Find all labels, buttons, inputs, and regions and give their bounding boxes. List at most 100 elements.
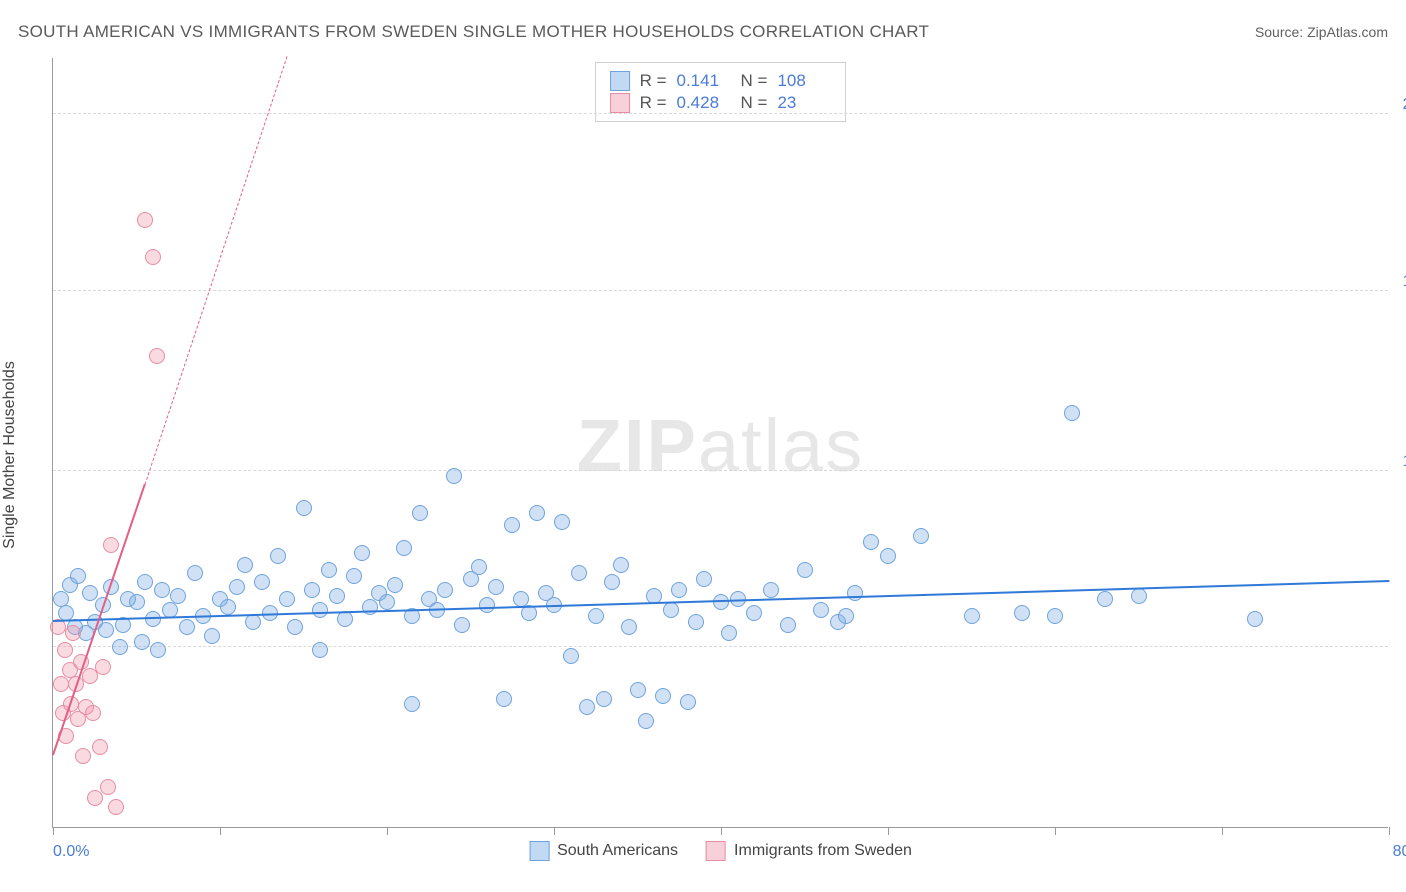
point-south-american [880,548,896,564]
point-south-american [763,582,779,598]
point-south-american [454,617,470,633]
point-south-american [529,505,545,521]
x-tick [554,827,555,835]
legend-stats-row: R = 0.428 N = 23 [610,93,832,113]
y-tick-label: 12.5% [1403,453,1406,471]
point-south-american [913,528,929,544]
point-south-american [688,614,704,630]
n-label: N = [741,93,768,113]
point-south-american [1014,605,1030,621]
legend-stats-row: R = 0.141 N = 108 [610,71,832,91]
source-link[interactable]: ZipAtlas.com [1307,24,1388,40]
point-south-american [82,585,98,601]
point-south-american [98,622,114,638]
point-south-american [663,602,679,618]
point-south-american [229,579,245,595]
point-south-american [396,540,412,556]
gridline [53,470,1388,471]
trendline-south-american [53,580,1389,622]
point-south-american [321,562,337,578]
x-axis-min-label: 0.0% [53,843,89,861]
r-label: R = [640,71,667,91]
point-south-american [446,468,462,484]
point-sweden [87,790,103,806]
point-south-american [671,582,687,598]
x-tick [387,827,388,835]
point-south-american [304,582,320,598]
point-south-american [150,642,166,658]
r-label: R = [640,93,667,113]
x-tick [1055,827,1056,835]
point-south-american [604,574,620,590]
watermark-zip: ZIP [577,404,698,487]
watermark-atlas: atlas [698,404,864,487]
point-south-american [596,691,612,707]
point-south-american [655,688,671,704]
point-south-american [387,577,403,593]
point-south-american [1247,611,1263,627]
point-south-american [588,608,604,624]
y-tick-label: 25.0% [1403,96,1406,114]
x-tick [1389,827,1390,835]
point-sweden [95,659,111,675]
swatch-series-0 [610,71,630,91]
point-sweden [108,799,124,815]
point-south-american [721,625,737,641]
watermark: ZIPatlas [577,403,864,488]
point-sweden [85,705,101,721]
x-tick [721,827,722,835]
point-south-american [70,568,86,584]
r-value-1: 0.428 [677,93,731,113]
point-south-american [204,628,220,644]
point-south-american [680,694,696,710]
n-value-0: 108 [777,71,831,91]
point-south-american [296,500,312,516]
point-south-american [1047,608,1063,624]
point-sweden [100,779,116,795]
point-south-american [404,696,420,712]
point-south-american [187,565,203,581]
point-south-american [287,619,303,635]
legend-label-0: South Americans [557,842,678,860]
point-south-american [696,571,712,587]
point-south-american [504,517,520,533]
gridline [53,290,1388,291]
point-south-american [1131,588,1147,604]
point-south-american [496,691,512,707]
point-sweden [65,625,81,641]
x-tick [220,827,221,835]
source-credit: Source: ZipAtlas.com [1255,24,1388,40]
point-south-american [579,699,595,715]
point-south-american [964,608,980,624]
scatter-plot: ZIPatlas R = 0.141 N = 108 R = 0.428 N =… [52,58,1388,828]
point-south-american [170,588,186,604]
point-south-american [471,559,487,575]
x-tick [888,827,889,835]
point-south-american [154,582,170,598]
point-south-american [863,534,879,550]
point-south-american [237,557,253,573]
point-south-american [638,713,654,729]
point-south-american [354,545,370,561]
point-sweden [149,348,165,364]
point-south-american [746,605,762,621]
point-south-american [479,597,495,613]
point-south-american [362,599,378,615]
point-south-american [134,634,150,650]
point-south-american [613,557,629,573]
swatch-series-1 [610,93,630,113]
gridline [53,646,1388,647]
point-south-american [129,594,145,610]
point-sweden [137,212,153,228]
n-label: N = [741,71,768,91]
point-south-american [112,639,128,655]
source-label: Source: [1255,24,1307,40]
chart-title: SOUTH AMERICAN VS IMMIGRANTS FROM SWEDEN… [18,22,929,42]
point-south-american [780,617,796,633]
point-south-american [847,585,863,601]
point-south-american [220,599,236,615]
legend-series: South Americans Immigrants from Sweden [529,841,912,861]
point-south-american [379,594,395,610]
legend-item: South Americans [529,841,678,861]
point-south-american [329,588,345,604]
